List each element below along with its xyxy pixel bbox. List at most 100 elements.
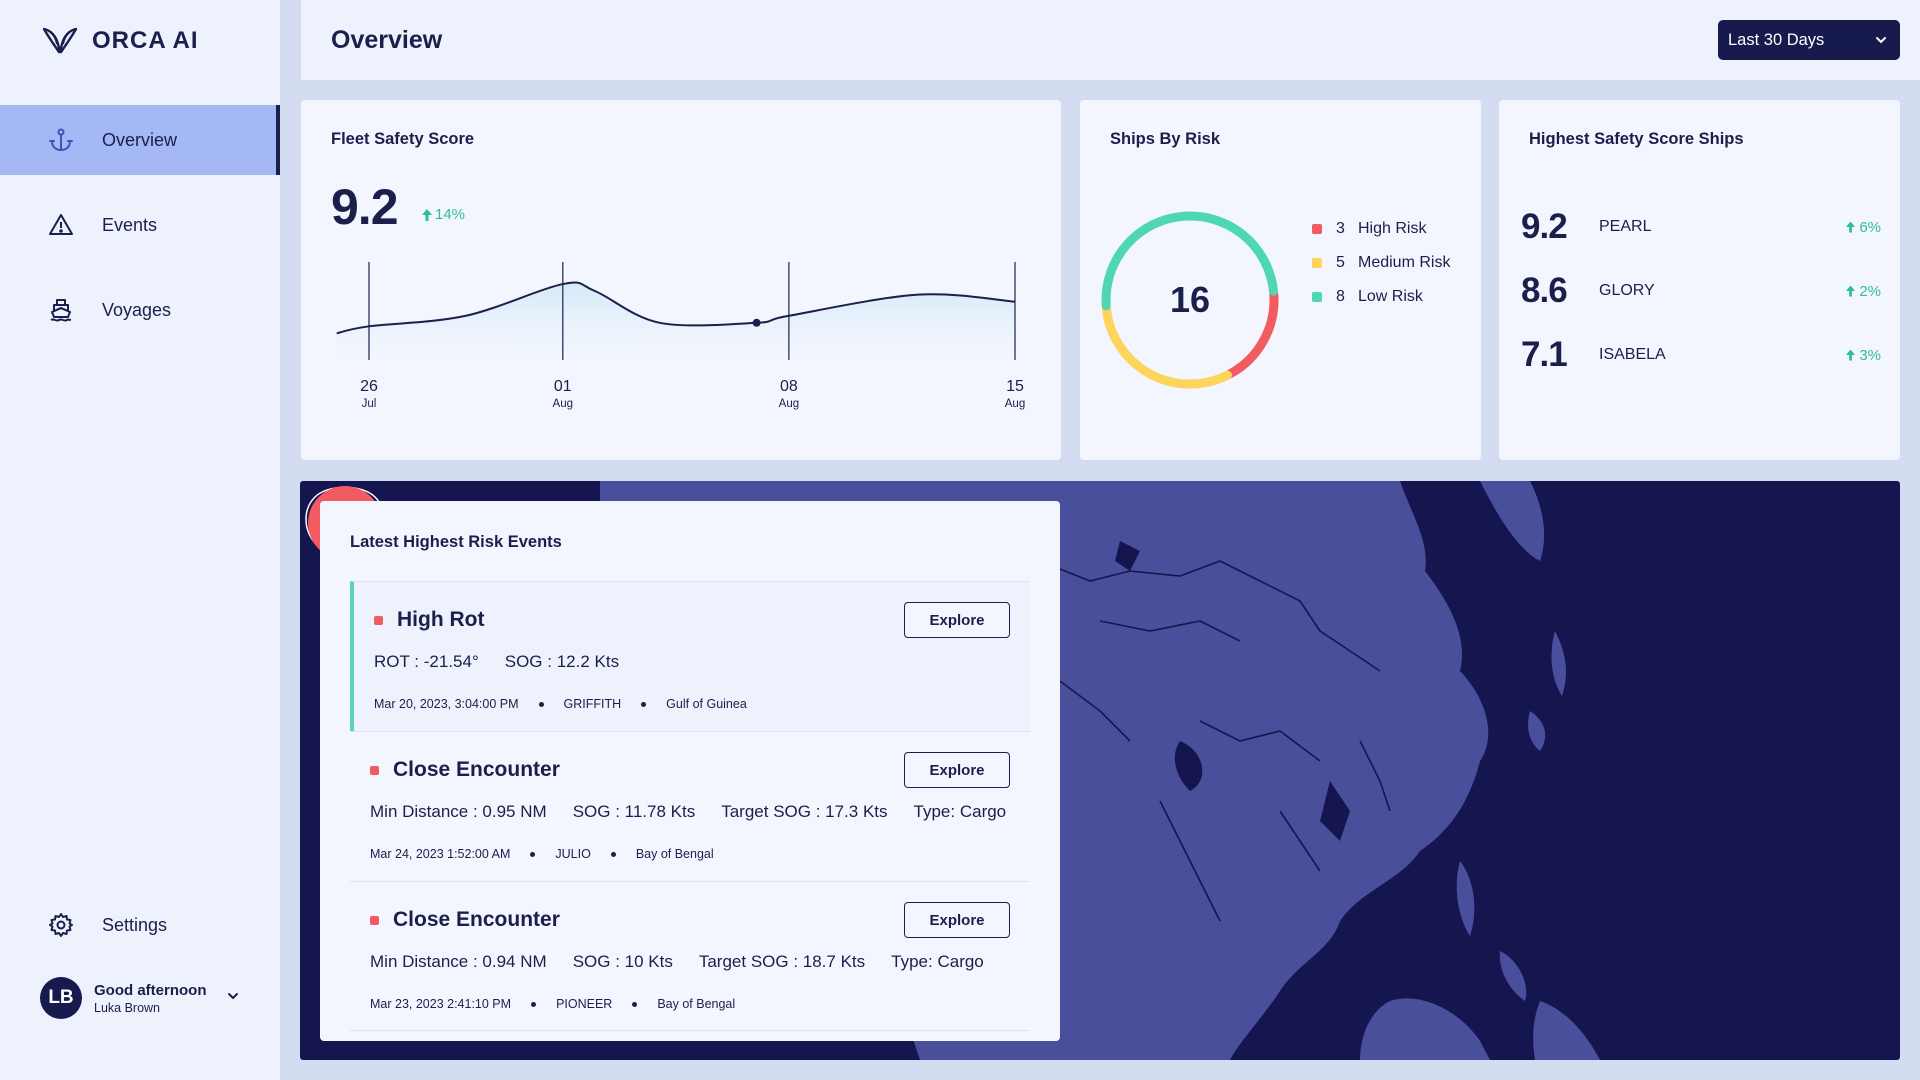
event-meta: Mar 24, 2023 1:52:00 AM JULIO Bay of Ben… [370,847,714,861]
explore-button[interactable]: Explore [904,902,1010,938]
highest-score-ships-card: Highest Safety Score Ships 9.2 PEARL 6% … [1499,100,1900,460]
event-metric: Min Distance : 0.95 NM [370,802,547,821]
latest-risk-events-panel: Latest Highest Risk Events High Rot Expl… [320,501,1060,1041]
event-metric: Target SOG : 18.7 Kts [698,952,866,971]
legend-high-risk[interactable]: 3 High Risk [1312,212,1450,246]
change-value: 6% [1859,218,1881,236]
separator-dot [531,1001,537,1007]
event-type-label: Close Encounter [393,908,560,931]
event-datetime: Mar 23, 2023 2:41:10 PM [370,997,512,1011]
arrow-up-icon [422,208,432,221]
orca-logo-icon [42,27,78,54]
event-ship: GRIFFITH [563,697,622,711]
separator-dot [641,701,647,707]
sidebar-item-label: Overview [102,129,178,150]
event-metric: SOG : 10 Kts [572,952,673,971]
sidebar-item-label: Events [102,214,158,235]
legend-medium-risk[interactable]: 5 Medium Risk [1312,246,1450,280]
donut-segment-high-risk[interactable] [1225,289,1279,379]
sidebar-item-settings[interactable]: Settings [0,890,280,960]
ship-change: 2% [1845,283,1881,300]
event-metric: Type: Cargo [891,952,984,971]
explore-button[interactable]: Explore [904,602,1010,638]
explore-button[interactable]: Explore [904,752,1010,788]
event-ship: JULIO [555,847,591,861]
event-type-label: High Rot [397,608,485,631]
card-title: Highest Safety Score Ships [1529,130,1744,148]
separator-dot [530,851,536,857]
arrow-up-icon [1846,221,1856,233]
user-menu[interactable]: LB Good afternoon Luka Brown [40,977,238,1019]
separator-dot [538,701,544,707]
user-name: Luka Brown [94,1000,161,1015]
ships-by-risk-card: Ships By Risk 16 3 High Risk 5 Medium Ri… [1080,100,1481,460]
donut-segment-medium-risk[interactable] [1101,304,1232,389]
event-meta: Mar 23, 2023 2:41:10 PM PIONEER Bay of B… [370,997,735,1011]
event-metric: SOG : 12.2 Kts [504,652,620,671]
event-metric: ROT : -21.54° [374,652,479,671]
legend-swatch [1312,292,1322,302]
fleet-safety-chart: 26 Jul 01 Aug 08 Aug 15 Aug [301,260,1025,410]
risk-dot-icon [370,765,379,775]
ship-row-isabela[interactable]: 7.1 ISABELA 3% [1521,330,1881,380]
event-metrics: Min Distance : 0.94 NM SOG : 10 Kts Targ… [370,952,984,972]
ship-change: 3% [1845,347,1881,364]
legend-count: 8 [1336,288,1345,305]
date-range-value: Last 30 Days [1728,30,1825,49]
chart-area [336,282,1015,358]
legend-label: High Risk [1358,220,1427,237]
x-tick-month: Aug [553,398,573,410]
ship-score: 7.1 [1521,335,1568,374]
event-card[interactable]: Close Encounter Explore Min Distance : 0… [350,731,1030,881]
risk-legend: 3 High Risk 5 Medium Risk 8 Low Risk [1312,212,1450,314]
x-tick-day: 26 [360,378,378,395]
event-card[interactable]: Close Encounter Explore Min Distance : 0… [350,881,1030,1031]
panel-title: Latest Highest Risk Events [350,533,562,551]
avatar: LB [40,977,82,1019]
event-metrics: Min Distance : 0.95 NM SOG : 11.78 Kts T… [370,802,1006,822]
ship-row-glory[interactable]: 8.6 GLORY 2% [1521,266,1881,316]
chevron-down-icon [1876,37,1886,44]
event-type: High Rot [374,608,484,632]
event-datetime: Mar 20, 2023, 3:04:00 PM [374,697,519,711]
anchor-icon [48,127,74,153]
total-ships: 16 [1169,279,1211,320]
ship-score: 8.6 [1521,271,1568,310]
event-metric: Target SOG : 17.3 Kts [721,802,888,821]
header: Overview Last 30 Days [301,0,1920,80]
card-title: Ships By Risk [1110,130,1221,148]
separator-dot [632,1001,638,1007]
arrow-up-icon [1846,349,1856,361]
card-title: Fleet Safety Score [331,130,475,148]
sidebar-item-events[interactable]: Events [0,190,280,260]
legend-count: 5 [1336,254,1345,271]
legend-count: 3 [1336,220,1345,237]
event-meta: Mar 20, 2023, 3:04:00 PM GRIFFITH Gulf o… [374,697,747,711]
chart-highlight-point[interactable] [752,318,761,327]
sidebar-item-voyages[interactable]: Voyages [0,275,280,345]
event-location: Bay of Bengal [657,997,736,1011]
legend-low-risk[interactable]: 8 Low Risk [1312,280,1450,314]
risk-donut-chart [1101,211,1279,389]
gear-icon [48,912,74,938]
sidebar-item-label: Voyages [102,299,172,320]
brand-logo[interactable]: ORCA AI [42,26,199,56]
chevron-down-icon[interactable] [226,989,240,1003]
x-tick-day: 01 [554,378,572,395]
risk-dot-icon [374,615,383,625]
x-tick-day: 15 [1006,378,1024,395]
ship-name: ISABELA [1599,346,1666,363]
date-range-select[interactable]: Last 30 Days [1718,20,1900,60]
event-metric: Type: Cargo [913,802,1007,821]
ship-row-pearl[interactable]: 9.2 PEARL 6% [1521,202,1881,252]
x-tick-month: Aug [779,398,799,410]
event-type-label: Close Encounter [393,758,560,781]
x-tick-month: Aug [1005,398,1025,410]
legend-label: Medium Risk [1358,254,1451,271]
ship-score: 9.2 [1521,207,1568,246]
donut-segment-low-risk[interactable] [1101,211,1279,311]
sidebar-item-overview[interactable]: Overview [0,105,280,175]
event-card[interactable]: High Rot Explore ROT : -21.54° SOG : 12.… [350,581,1030,731]
ship-icon [48,297,74,323]
event-metrics: ROT : -21.54° SOG : 12.2 Kts [374,652,619,672]
